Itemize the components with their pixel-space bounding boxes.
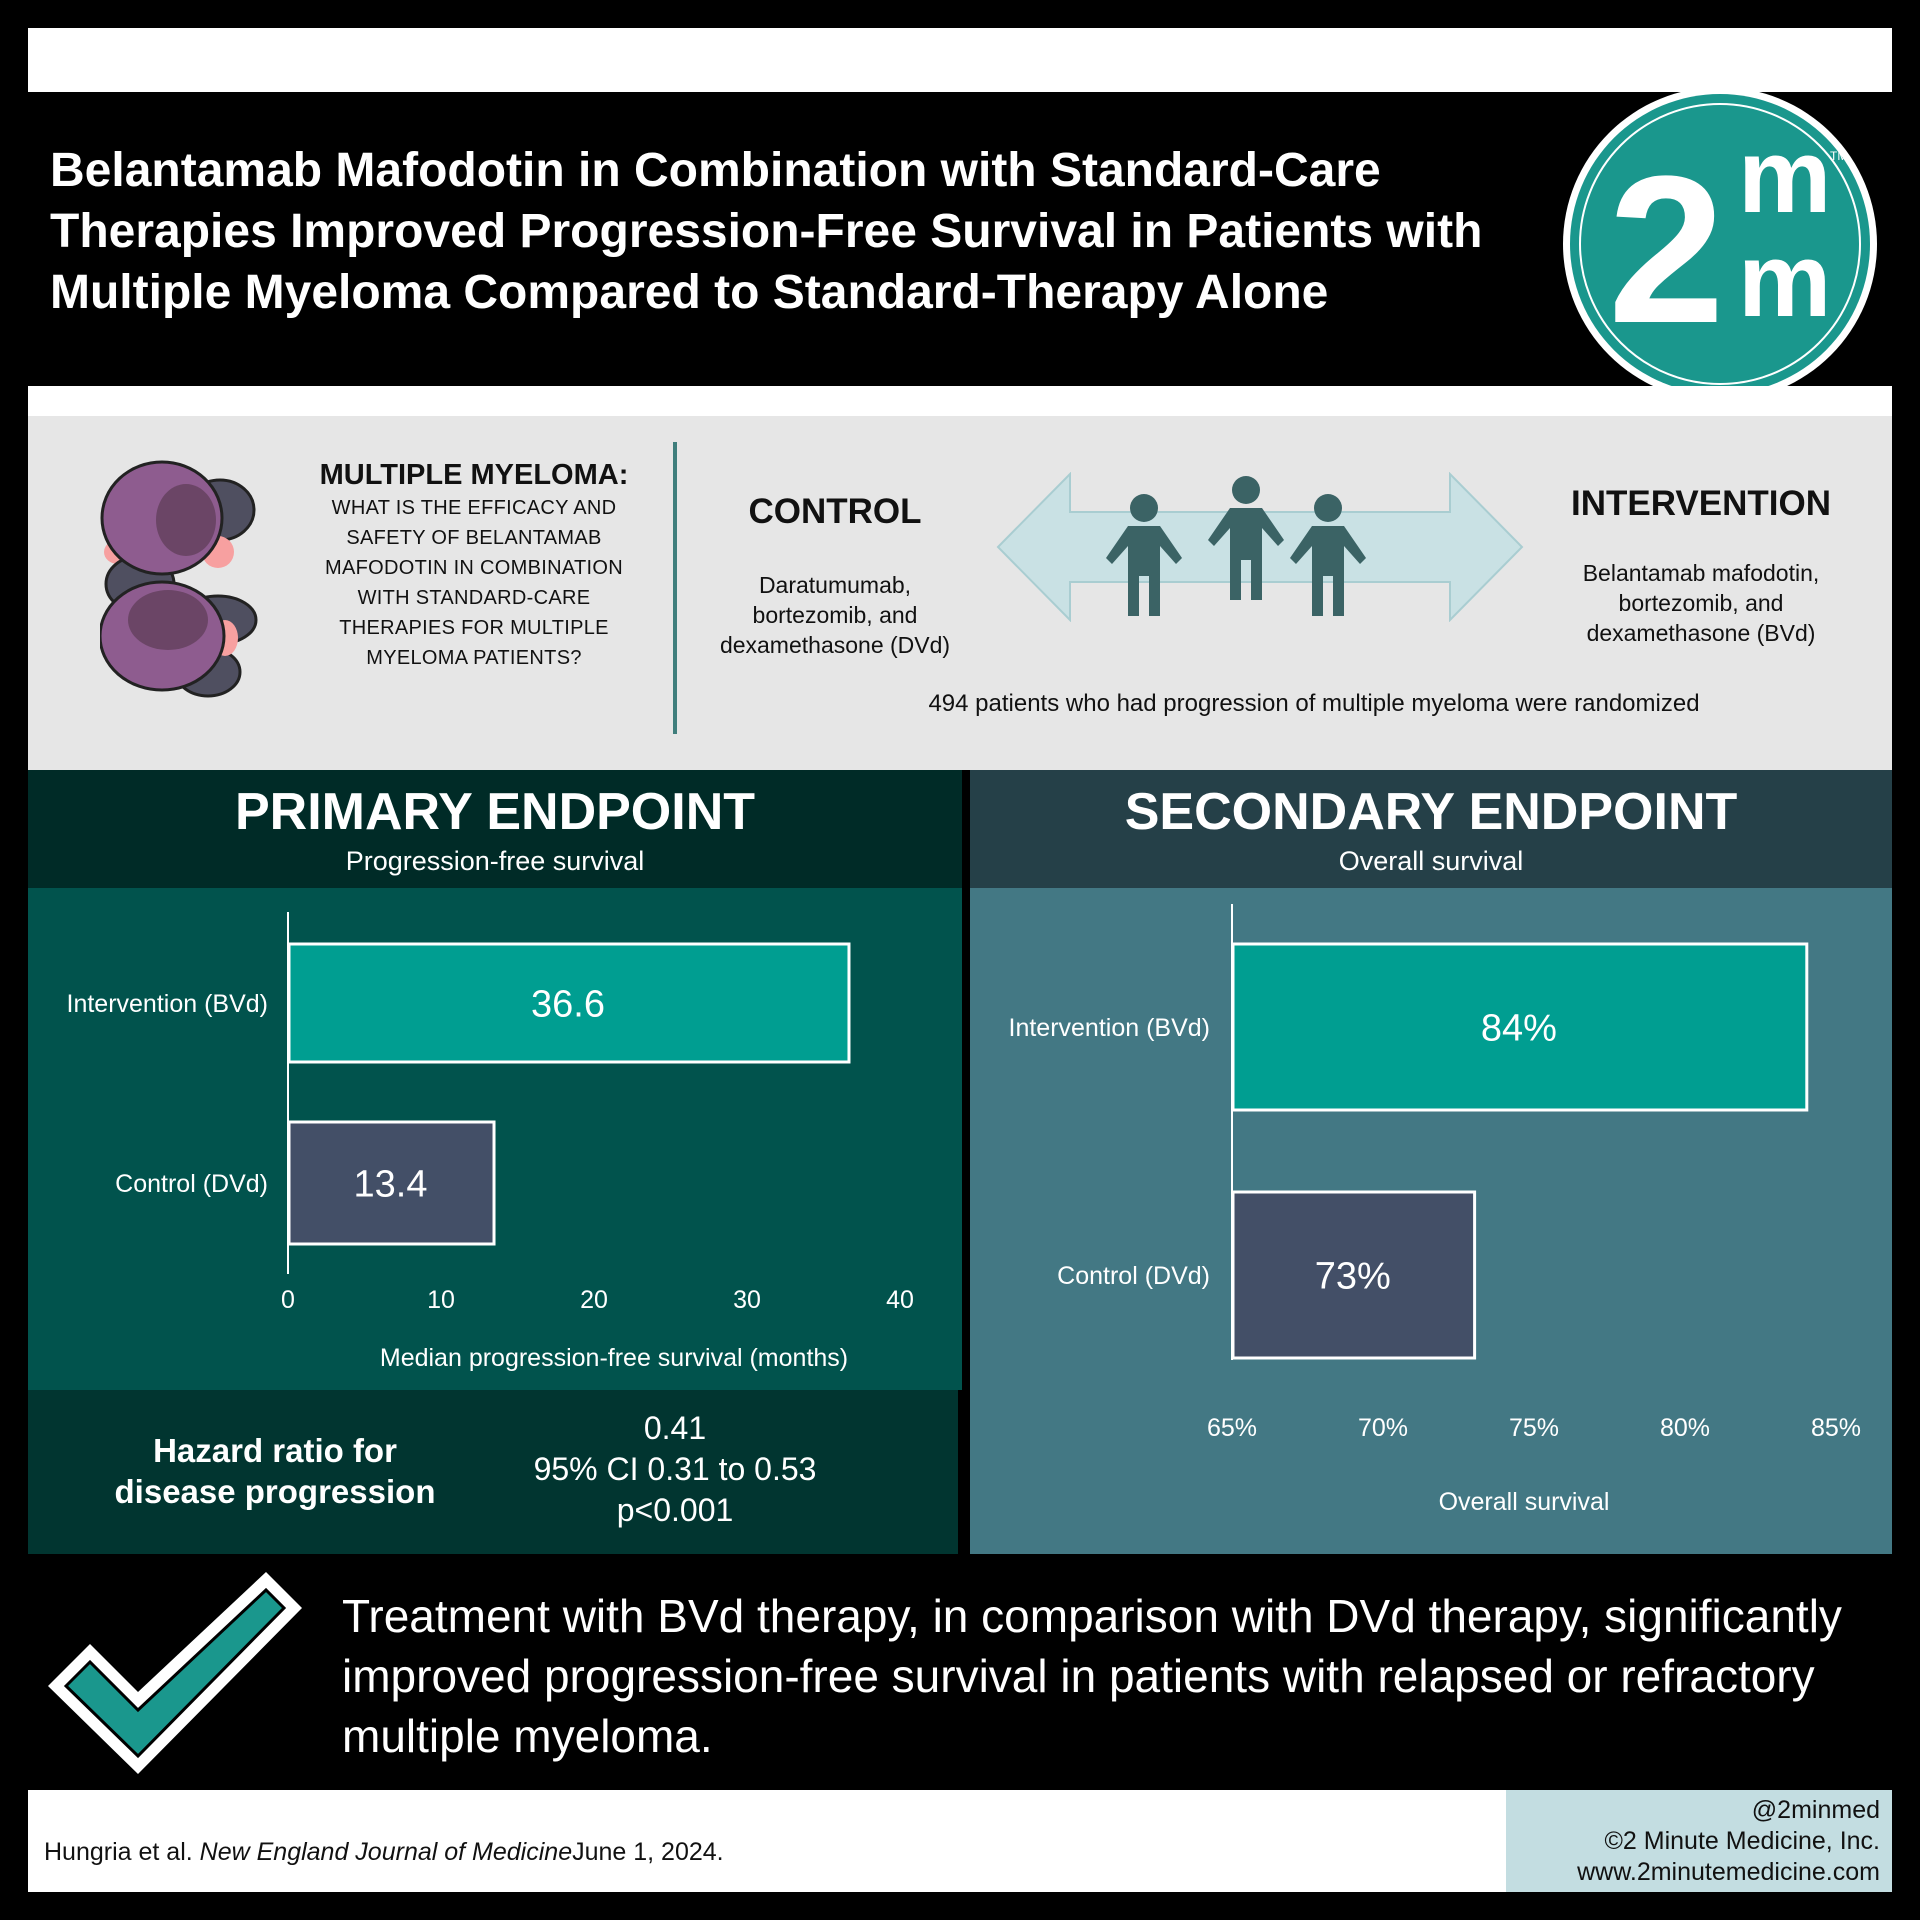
header-separator: [28, 386, 1892, 416]
os-bar-chart: 84% Intervention (BVd) 73% Control (DVd) 65%…: [1009, 904, 1861, 1516]
bar-1: [287, 1120, 496, 1246]
hazard-ratio-label-line2: disease progression: [114, 1473, 436, 1510]
hazard-ratio-value: 0.41: [643, 1410, 707, 1446]
bar-1: [1231, 1190, 1477, 1360]
hazard-ratio-label: Hazard ratio for disease progression: [80, 1430, 470, 1512]
page-title: Belantamab Mafodotin in Combination with…: [50, 144, 1483, 319]
research-question: MULTIPLE MYELOMA: What is the efficacy a…: [316, 458, 632, 673]
intervention-description: Belantamab mafodotin, bortezomib, and de…: [1582, 560, 1820, 646]
tick-label-0: 65%: [1207, 1414, 1257, 1442]
x-axis-label: Overall survival: [1439, 1488, 1610, 1516]
credit-handle: @2minmed: [1751, 1796, 1880, 1824]
bar-value-label-0: 36.6: [531, 983, 605, 1025]
logo-letter-top: m: [1738, 118, 1831, 235]
footer: [28, 1790, 1506, 1892]
myeloma-cells-icon: [100, 460, 258, 698]
tick-label-3: 80%: [1660, 1414, 1710, 1442]
citation: Hungria et al. New England Journal of Me…: [44, 1838, 724, 1867]
credit: @2minmed ©2 Minute Medicine, Inc. www.2m…: [1506, 1795, 1880, 1888]
checkmark-icon: [48, 1572, 302, 1774]
control-heading: CONTROL: [748, 492, 922, 531]
credit-panel: [1506, 1790, 1892, 1892]
tick-label-2: 75%: [1509, 1414, 1559, 1442]
primary-endpoint-title: PRIMARY ENDPOINT: [234, 783, 756, 841]
bar-value-label-1: 13.4: [354, 1163, 428, 1205]
pfs-bar-chart: 36.6 Intervention (BVd) 13.4 Control (DVd) 0…: [67, 912, 914, 1372]
secondary-endpoint-subtitle: Overall survival: [1338, 846, 1524, 876]
logo-trademark: TM: [1830, 149, 1847, 163]
citation-authors: Hungria et al.: [44, 1838, 193, 1866]
randomization-note: 494 patients who had progression of mult…: [928, 690, 1700, 717]
logo-digit: 2: [1608, 132, 1725, 367]
randomization-arrow-icon: [996, 472, 1524, 622]
category-label-0: Intervention (BVd): [1009, 1014, 1211, 1042]
hazard-ratio-ci: 95% CI 0.31 to 0.53: [533, 1451, 817, 1487]
tick-label-4: 40: [886, 1286, 914, 1314]
tick-label-2: 20: [580, 1286, 608, 1314]
study-design-panel: [28, 416, 1892, 770]
top-border-strip: [28, 28, 1892, 92]
secondary-endpoint-title: SECONDARY ENDPOINT: [1124, 783, 1738, 841]
primary-endpoint-header: [28, 770, 962, 888]
hazard-ratio-label-line1: Hazard ratio for: [153, 1432, 397, 1469]
citation-journal: New England Journal of Medicine: [199, 1838, 573, 1866]
conclusion-box: [106, 1562, 1892, 1788]
logo-letter-bottom: m: [1738, 222, 1831, 339]
2minutemedicine-logo: 2 m m TM: [1563, 87, 1877, 401]
vertical-divider: [673, 442, 677, 734]
x-axis-label: Median progression-free survival (months…: [380, 1344, 848, 1372]
credit-company: ©2 Minute Medicine, Inc.: [1604, 1827, 1881, 1855]
tick-label-1: 70%: [1358, 1414, 1408, 1442]
intervention-heading: INTERVENTION: [1571, 484, 1831, 523]
citation-date: June 1, 2024.: [572, 1838, 724, 1866]
hazard-ratio-values: 0.41 95% CI 0.31 to 0.53 p<0.001: [490, 1408, 860, 1531]
question-text: What is the efficacy and safety of belan…: [325, 497, 623, 669]
category-label-1: Control (DVd): [115, 1170, 268, 1198]
tick-label-3: 30: [733, 1286, 761, 1314]
bar-0: [1231, 942, 1809, 1112]
credit-url: www.2minutemedicine.com: [1577, 1858, 1880, 1886]
primary-endpoint-subtitle: Progression-free survival: [345, 846, 645, 876]
secondary-endpoint-header: [970, 770, 1892, 888]
hazard-ratio-panel: [28, 1390, 958, 1554]
bar-value-label-1: 73%: [1315, 1255, 1391, 1297]
conclusion-text: Treatment with BVd therapy, in compariso…: [342, 1590, 1842, 1762]
control-description: Daratumumab, bortezomib, and dexamethaso…: [719, 572, 951, 658]
bar-0: [287, 942, 851, 1064]
tick-label-0: 0: [281, 1286, 295, 1314]
tick-label-4: 85%: [1811, 1414, 1861, 1442]
category-label-1: Control (DVd): [1057, 1262, 1210, 1290]
tick-label-1: 10: [427, 1286, 455, 1314]
category-label-0: Intervention (BVd): [67, 990, 269, 1018]
hazard-ratio-p: p<0.001: [616, 1492, 734, 1528]
question-lead: MULTIPLE MYELOMA:: [319, 459, 629, 491]
bar-value-label-0: 84%: [1481, 1007, 1557, 1049]
